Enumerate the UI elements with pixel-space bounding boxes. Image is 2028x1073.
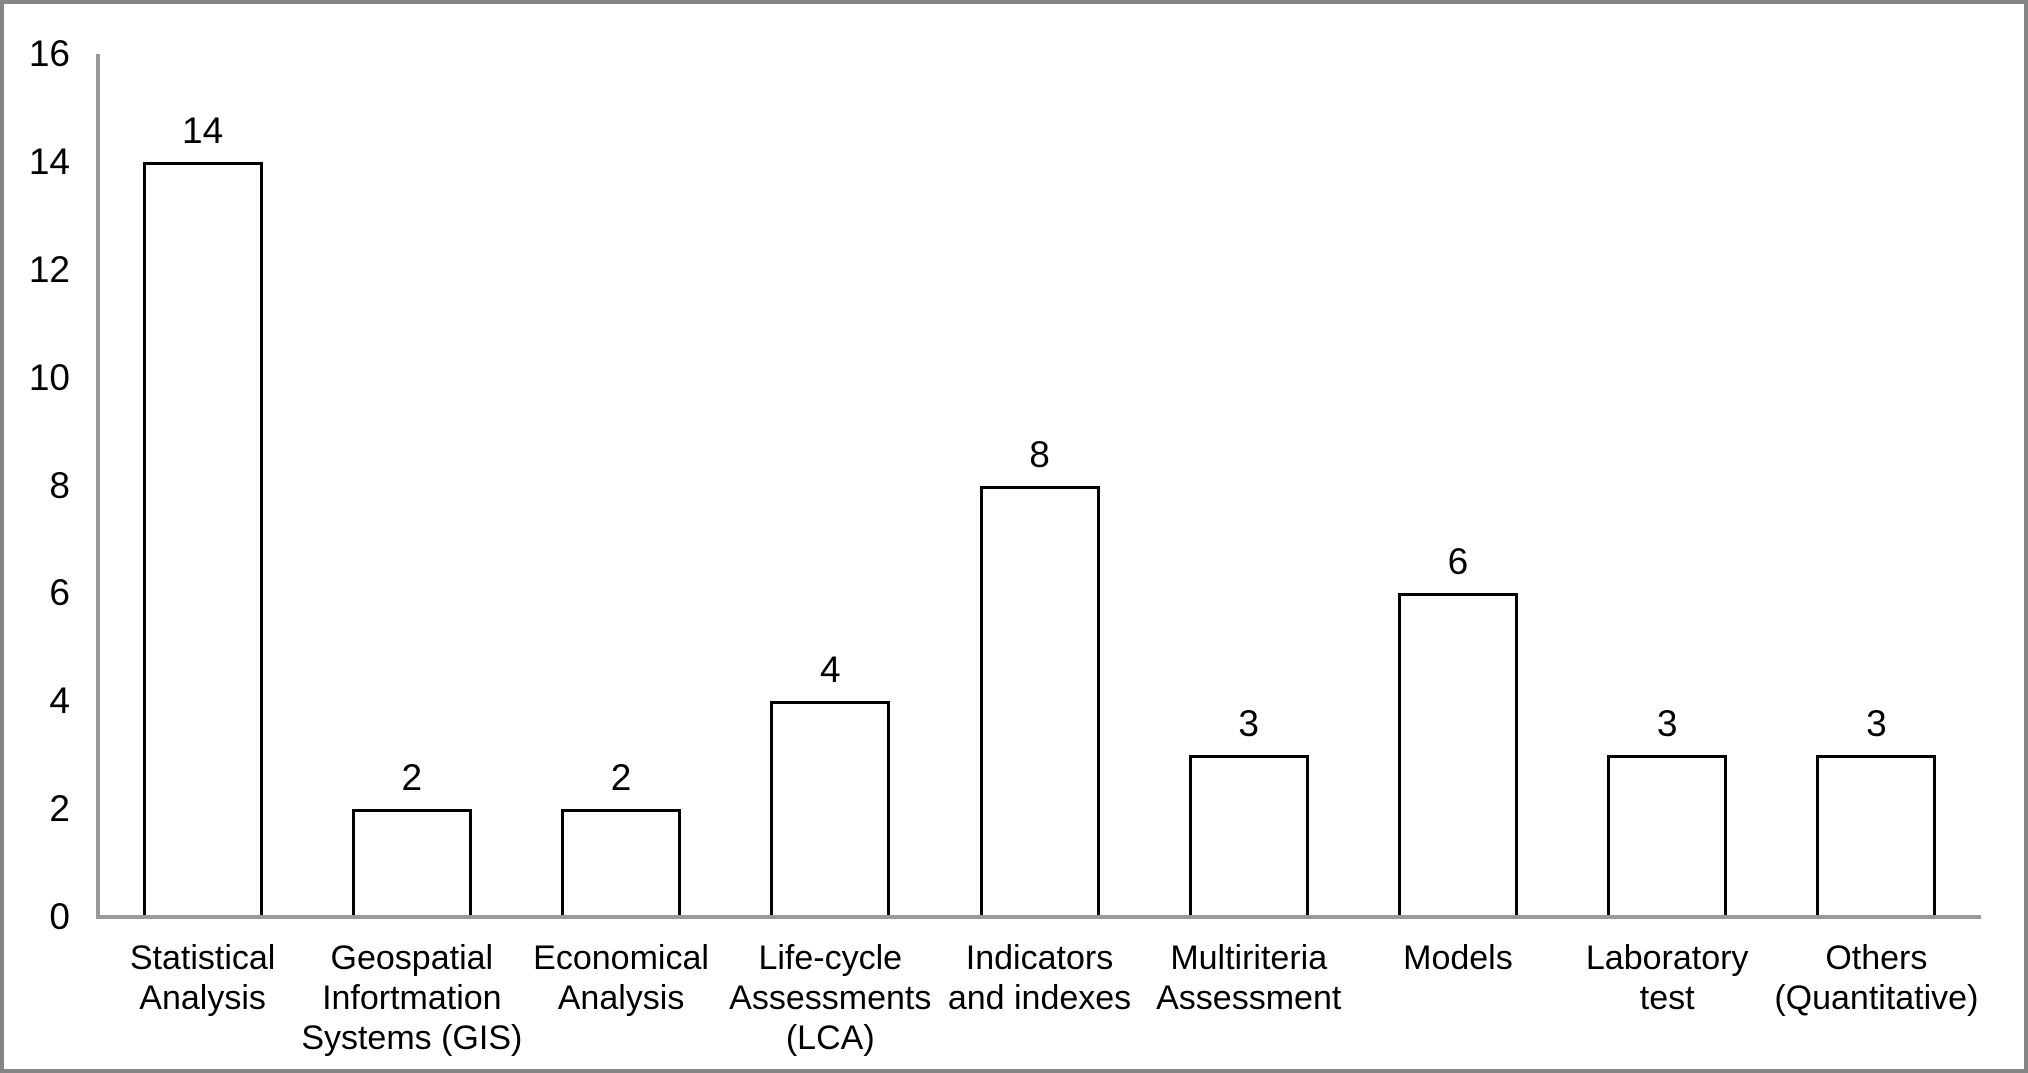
- bar-others-quantitative: [1816, 755, 1937, 919]
- y-tick-label-6: 6: [49, 572, 70, 614]
- category-label-line: Analysis: [557, 979, 685, 1017]
- bar-economical-analysis: [561, 809, 682, 919]
- bar-life-cycle-assessments-lca: [770, 701, 891, 919]
- category-label-life-cycle-assessments-lca: Life-cycle Assessments (LCA): [713, 938, 947, 1058]
- bar-value-label-others-quantitative: 3: [1866, 703, 1887, 745]
- category-label-indicators-and-indexes: Indicators and indexes: [923, 938, 1157, 1018]
- bar-value-label-economical-analysis: 2: [610, 757, 632, 799]
- category-label-line: Multiriteria: [1170, 939, 1328, 977]
- category-label-line: Analysis: [139, 979, 266, 1017]
- category-label-line: Infortmation: [322, 979, 502, 1017]
- category-label-line: test: [1639, 979, 1695, 1017]
- category-label-line: Geospatial: [330, 939, 494, 977]
- category-label-line: Others: [1825, 939, 1928, 977]
- y-axis-line: [96, 54, 100, 919]
- category-label-economical-analysis: Economical Analysis: [504, 938, 738, 1018]
- category-label-models: Models: [1341, 938, 1575, 978]
- y-tick-label-14: 14: [28, 140, 70, 182]
- bar-indicators-and-indexes: [979, 485, 1100, 919]
- category-label-line: (Quantitative): [1774, 979, 1979, 1017]
- category-label-line: Economical: [533, 939, 709, 977]
- category-label-line: and indexes: [947, 979, 1132, 1017]
- y-tick-label-4: 4: [49, 680, 70, 722]
- y-tick-label-12: 12: [28, 248, 70, 290]
- x-axis-line: [96, 915, 1981, 919]
- bar-value-label-models: 6: [1447, 541, 1469, 583]
- bar-laboratory-test: [1607, 755, 1728, 919]
- category-label-others-quantitative: Others (Quantitative): [1759, 938, 1993, 1018]
- category-label-multiriteria-assessment: Multiriteria Assessment: [1132, 938, 1366, 1018]
- category-label-line: Laboratory: [1585, 939, 1749, 977]
- category-label-line: Statistical: [129, 939, 276, 977]
- category-label-geospatial-infortmation-systems-gis: Geospatial Infortmation Systems (GIS): [295, 938, 529, 1058]
- bar-models: [1397, 593, 1518, 919]
- y-tick-label-2: 2: [49, 788, 70, 830]
- category-label-line: (LCA): [785, 1019, 875, 1057]
- bar-multiriteria-assessment: [1188, 755, 1309, 919]
- category-label-line: Systems (GIS): [301, 1019, 523, 1057]
- category-label-line: Assessments: [729, 979, 932, 1017]
- bar-value-label-life-cycle-assessments-lca: 4: [819, 649, 841, 691]
- category-label-laboratory-test: Laboratory test: [1550, 938, 1784, 1018]
- y-tick-label-0: 0: [49, 896, 70, 937]
- category-label-line: Assessment: [1156, 979, 1342, 1017]
- category-label-line: Models: [1403, 939, 1513, 977]
- category-label-statistical-analysis: Statistical Analysis: [86, 938, 320, 1018]
- bar-value-label-indicators-and-indexes: 8: [1029, 433, 1050, 475]
- bar-statistical-analysis: [142, 161, 263, 919]
- bar-value-label-laboratory-test: 3: [1656, 703, 1678, 745]
- y-tick-label-10: 10: [28, 356, 70, 398]
- y-tick-label-8: 8: [49, 464, 70, 506]
- bar-value-label-geospatial-infortmation-systems-gis: 2: [401, 757, 423, 799]
- category-label-line: Life-cycle: [758, 939, 903, 977]
- category-label-line: Indicators: [965, 939, 1114, 977]
- y-tick-label-16: 16: [28, 33, 70, 74]
- bar-value-label-multiriteria-assessment: 3: [1238, 703, 1259, 745]
- bar-value-label-statistical-analysis: 14: [182, 109, 224, 151]
- bar-geospatial-infortmation-systems-gis: [351, 809, 472, 919]
